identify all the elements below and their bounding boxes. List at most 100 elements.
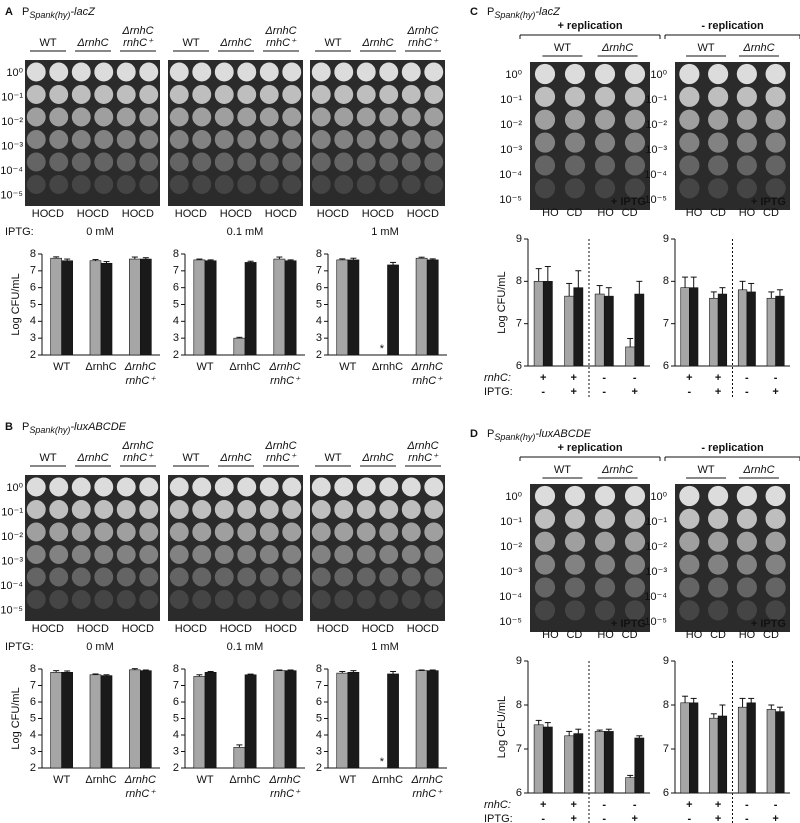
colony-spot [49,522,69,542]
colony-spot [94,522,114,542]
colony-spot [401,152,421,172]
colony-spot [94,152,114,172]
colony-spot [679,86,700,107]
y-tick-label: 7 [316,265,322,277]
lane-label: HO [175,208,192,220]
colony-spot [259,85,279,104]
colony-spot [679,600,700,621]
y-tick-label: 3 [316,745,322,757]
colony-spot [192,477,212,497]
colony-spot [139,590,159,609]
colony-spot [94,545,114,564]
colony-spot [169,545,189,564]
x-tick-label: - [633,372,637,384]
colony-spot [401,477,421,497]
colony-spot [679,109,700,130]
colony-spot [401,175,421,194]
colony-spot [282,545,302,564]
colony-spot [534,155,556,176]
colony-spot [594,155,616,176]
error-bar [566,282,573,297]
value-label: * [380,756,385,768]
error-bar [682,695,689,703]
colony-spot [169,522,189,542]
plate-photo [530,484,650,632]
colony-spot [534,554,556,575]
colony-spot [624,109,646,130]
error-bar [53,670,60,673]
colony-spot [401,62,421,82]
x-tick-label: - [774,372,778,384]
error-bar [418,669,425,671]
condition-header: + replication [557,442,622,454]
colony-spot [765,155,786,176]
colony-spot [311,590,331,609]
colony-spot [564,600,586,621]
y-tick-label: 8 [663,699,669,711]
y-tick-label: 5 [30,298,36,310]
colony-spot [139,477,159,497]
colony-spot [259,152,279,172]
title-base: P [22,6,29,18]
colony-spot [311,107,331,127]
colony-spot [214,522,234,542]
y-tick-label: 4 [30,729,36,741]
x-tick-label: + [540,372,546,384]
colony-spot [534,86,556,107]
bar [387,673,399,769]
lane-label: HO [686,629,703,641]
colony-spot [334,522,354,542]
lane-label: CD [333,623,349,635]
lane-label: HO [362,208,379,220]
y-tick-label: 6 [316,696,322,708]
colony-spot [708,600,729,621]
error-bar [719,704,726,716]
colony-spot [736,178,757,199]
dilution-label: 10⁰ [505,491,522,503]
error-bar [544,266,551,282]
colony-spot [736,155,757,176]
dilution-label: 10⁻² [1,531,23,543]
bar [717,293,728,367]
colony-spot [765,178,786,199]
colony-spot [708,577,729,598]
lane-label: HO [597,629,614,641]
bar [737,706,748,794]
x-tick-label: + [715,386,721,398]
plate-photo [168,60,303,206]
colony-spot [334,545,354,564]
colony-spot [169,500,189,519]
y-tick-label: 9 [516,655,522,667]
dilution-label: 10⁻³ [500,144,522,156]
y-tick-label: 9 [516,233,522,245]
colony-spot [259,500,279,519]
y-tick-label: 2 [30,762,36,774]
bar [347,671,360,769]
bar [533,724,544,794]
colony-spot [71,500,91,519]
strain-label: ΔrnhC [264,440,296,452]
colony-spot [564,577,586,598]
error-bar [690,697,697,703]
y-tick-label: 7 [30,265,36,277]
bar [625,346,636,367]
colony-spot [356,152,376,172]
plate-note: + IPTG [751,618,786,630]
lane-label: CD [423,208,439,220]
colony-spot [534,531,556,552]
strain-label: rnhC⁺ [123,452,154,464]
colony-spot [49,152,69,172]
dilution-label: 10⁻³ [500,566,522,578]
error-bar [207,670,214,673]
lane-label: HO [265,208,282,220]
dilution-label: 10⁻¹ [500,516,522,528]
bar [634,293,645,367]
x-tick-label: ΔrnhC [268,774,300,786]
colony-spot [736,86,757,107]
y-tick-label: 4 [173,729,179,741]
colony-spot [424,62,444,82]
strain-label: ΔrnhC [219,452,251,464]
colony-spot [71,152,91,172]
colony-spot [71,85,91,104]
title-base: P [487,428,494,440]
